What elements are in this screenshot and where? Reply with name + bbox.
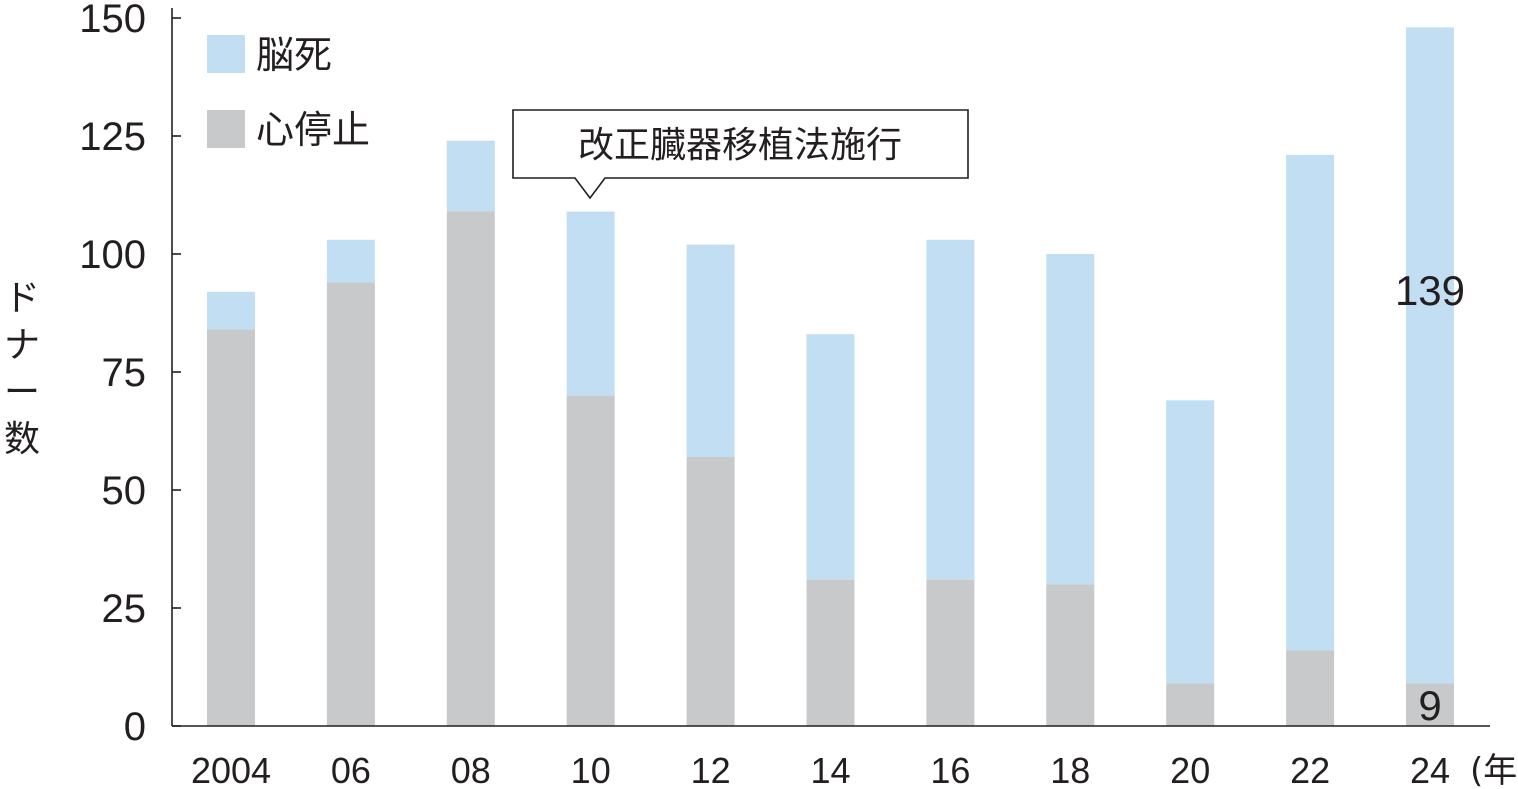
y-axis-label-char: ー (4, 372, 40, 413)
x-tick-labels: 2004 06 08 10 12 14 16 18 20 22 24 (191, 750, 1450, 789)
x-tick-label-2004: 2004 (191, 750, 271, 789)
y-tick-label-25: 25 (102, 587, 147, 631)
legend-label-brain-death: 脳死 (256, 33, 332, 77)
y-tick-labels: 0 25 50 75 100 125 150 (79, 0, 146, 749)
x-tick-label-06: 06 (331, 750, 371, 789)
x-tick-label-12: 12 (691, 750, 731, 789)
y-axis-label-char: ド (4, 278, 40, 319)
bar-cardiac-arrest-22 (1286, 650, 1335, 726)
y-tick-label-100: 100 (79, 233, 146, 277)
bar-brain-death-10 (566, 211, 615, 396)
y-tick-label-125: 125 (79, 115, 146, 159)
bars-layer (207, 27, 1454, 726)
legend-swatch-brain-death (207, 35, 245, 73)
data-labels: 139 9 (1395, 267, 1465, 729)
y-axis-label-char: 数 (4, 419, 40, 460)
bar-brain-death-24 (1406, 27, 1454, 684)
x-tick-label-22: 22 (1290, 750, 1330, 789)
x-tick-label-14: 14 (810, 750, 850, 789)
annotation-callout: 改正臓器移植法施行 (512, 109, 969, 200)
annotation-text: 改正臓器移植法施行 (578, 125, 902, 166)
data-label-24-brain-death: 139 (1395, 267, 1465, 314)
bar-brain-death-22 (1286, 154, 1335, 651)
bar-brain-death-20 (1166, 400, 1215, 684)
bar-cardiac-arrest-08 (446, 211, 495, 726)
y-axis-label-char: ナ (4, 325, 40, 366)
bar-brain-death-18 (1046, 254, 1095, 585)
bar-cardiac-arrest-06 (326, 282, 375, 726)
x-axis-unit-label: (年) (1470, 751, 1518, 789)
legend-label-cardiac-arrest: 心停止 (256, 108, 370, 152)
annotation-box (512, 109, 969, 200)
x-tick-label-18: 18 (1050, 750, 1090, 789)
bar-cardiac-arrest-10 (566, 395, 615, 726)
bar-brain-death-16 (926, 239, 975, 580)
y-tick-label-150: 150 (79, 0, 146, 41)
bar-brain-death-14 (806, 334, 855, 580)
bar-brain-death-12 (686, 244, 735, 457)
bar-cardiac-arrest-2004 (207, 329, 255, 726)
y-tick-label-75: 75 (102, 351, 147, 395)
x-tick-label-24: 24 (1410, 750, 1450, 789)
bar-cardiac-arrest-12 (686, 457, 735, 726)
bar-brain-death-08 (446, 140, 495, 212)
axes-layer (171, 8, 1490, 727)
x-tick-label-10: 10 (571, 750, 611, 789)
bar-cardiac-arrest-20 (1166, 683, 1215, 726)
bar-brain-death-06 (326, 239, 375, 283)
x-tick-label-08: 08 (451, 750, 491, 789)
x-tick-label-16: 16 (930, 750, 970, 789)
x-tick-label-20: 20 (1170, 750, 1210, 789)
legend-swatch-cardiac-arrest (207, 110, 245, 148)
y-tick-label-0: 0 (124, 705, 146, 749)
bar-cardiac-arrest-18 (1046, 584, 1095, 726)
bar-cardiac-arrest-24 (1406, 683, 1454, 726)
y-tick-label-50: 50 (102, 469, 147, 513)
bar-cardiac-arrest-14 (806, 579, 855, 726)
data-label-24-cardiac-arrest: 9 (1418, 682, 1441, 729)
bar-cardiac-arrest-16 (926, 579, 975, 726)
bar-brain-death-2004 (207, 291, 255, 330)
